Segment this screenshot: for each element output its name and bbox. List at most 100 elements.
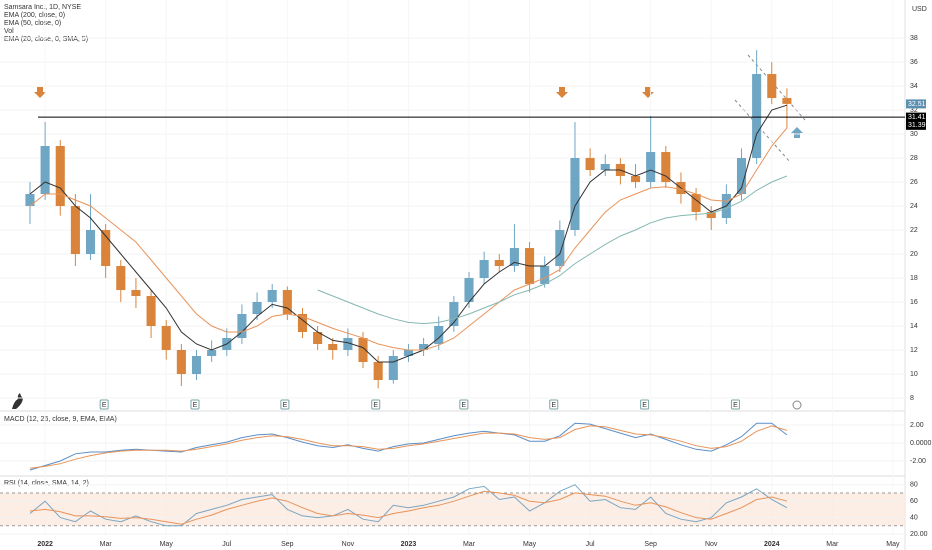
x-tick-label: Sep [281,541,294,548]
x-tick-label: May [523,541,537,548]
candle-body [40,146,50,195]
event-marker [549,399,559,410]
candle-body [736,158,747,195]
currency-label: USD [912,6,927,13]
candle-body [373,362,383,381]
x-tick-label: Jul [222,541,231,548]
ema-line [317,175,788,325]
candle-body [464,278,474,303]
y-tick-label: 10 [910,371,918,378]
candle-body [388,356,398,381]
event-marker [371,399,381,410]
event-label: E [373,402,378,409]
candle-body [691,194,701,213]
rsi-title: RSI (14, close, SMA, 14, 2) [4,480,89,487]
event-marker [99,399,109,410]
x-tick-label: Mar [100,541,113,548]
candle-body [131,290,141,297]
macd-title: MACD (12, 26, close, 9, EMA, EMA) [4,416,117,423]
y-tick-label: 34 [910,83,918,90]
indicator-label: EMA (20, close, 0, SMA, 5) [4,36,88,43]
candle-body [343,338,353,351]
chart-title: Samsara Inc., 1D, NYSE [4,4,81,11]
y-tick-label: 12 [910,347,918,354]
rsi-band [0,492,905,526]
x-tick-label: May [160,541,174,548]
y-tick-label: 18 [910,275,918,282]
x-tick-label: Mar [463,541,476,548]
candle-body [570,158,580,231]
y-tick-label: 80 [910,482,918,489]
y-tick-label: 26 [910,179,918,186]
ema-line [29,104,788,363]
candle-body [585,158,595,171]
x-tick-label: Nov [705,541,718,548]
candle-body [161,326,171,351]
event-marker [190,399,200,410]
y-tick-label: 30 [910,131,918,138]
event-marker [730,399,740,410]
candle-body [191,356,202,375]
candle-body [494,260,504,267]
y-tick-label: 36 [910,59,918,66]
candle-body [328,344,338,351]
ema-line [29,127,788,351]
y-tick-label: -2.00 [910,458,926,465]
candle-body [85,230,96,255]
y-tick-label: 40 [910,514,918,521]
candle-body [403,350,413,357]
down-arrow [556,87,568,98]
candle-body [600,164,610,171]
candle-body [434,326,444,345]
down-arrow [34,87,46,98]
y-tick-label: 60 [910,498,918,505]
candle-body [313,332,323,345]
indicator-label: Vol [4,28,14,35]
price-tag [906,120,926,130]
candle-body [282,290,292,315]
x-tick-label: 2022 [37,541,53,548]
candle-body [630,176,641,183]
price-tag-label: 31.39 [908,122,926,129]
candle-body [25,194,35,207]
candle-body [116,266,126,291]
y-tick-label: 20 [910,251,918,258]
event-marker [459,399,469,410]
event-label: E [193,402,198,409]
indicator-label: EMA (200, close, 0) [4,12,65,19]
y-tick-label: 16 [910,299,918,306]
y-tick-label: 32 [910,107,918,114]
x-tick-label: 2023 [401,541,417,548]
x-tick-label: Mar [826,541,839,548]
channel-line [747,54,806,121]
candle-body [207,350,217,357]
y-tick-label: 14 [910,323,918,330]
x-tick-label: May [886,541,900,548]
x-tick-label: Nov [342,541,355,548]
x-tick-label: Sep [644,541,657,548]
indicator-label: EMA (50, close, 0) [4,20,61,27]
candle-body [555,230,565,267]
candle-body [661,152,671,183]
y-tick-label: 22 [910,227,918,234]
price-tag [906,112,926,122]
candle-body [509,248,519,267]
price-tag [906,99,926,109]
price-tag-label: 32.51 [908,101,926,108]
y-tick-label: 28 [910,155,918,162]
logo [12,393,23,409]
candle-body [358,338,368,363]
candle-body [706,212,716,219]
event-icon [792,400,802,410]
up-arrow [791,127,803,138]
y-tick-label: 2.00 [910,422,924,429]
macd-line [29,425,788,469]
event-label: E [462,402,467,409]
y-tick-label: 0.0000 [910,440,932,447]
event-label: E [642,402,647,409]
candle-body [646,152,656,183]
candle-body [540,266,550,285]
